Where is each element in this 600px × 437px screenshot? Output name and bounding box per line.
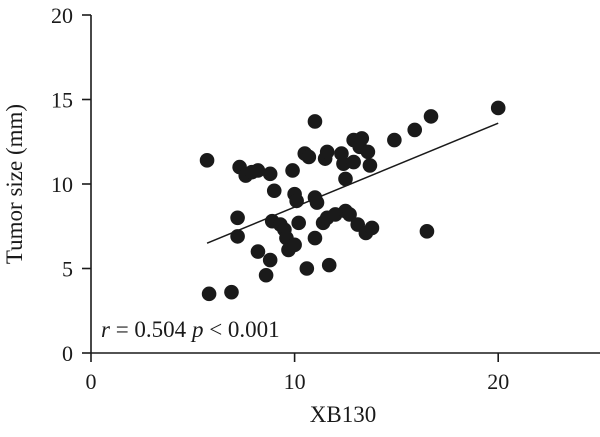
data-point bbox=[307, 230, 323, 246]
r-symbol: r bbox=[101, 317, 111, 342]
x-axis-title: XB130 bbox=[310, 402, 376, 427]
data-point bbox=[266, 183, 282, 199]
data-point bbox=[287, 237, 302, 253]
r-value: = 0.504 bbox=[110, 317, 192, 342]
data-point bbox=[342, 207, 357, 222]
trendline-group bbox=[206, 122, 499, 244]
regression-line bbox=[206, 122, 499, 244]
x-tick-label: 10 bbox=[284, 369, 306, 394]
ticks: 0 10 20 0 5 10 15 20 bbox=[51, 3, 509, 394]
p-value: < 0.001 bbox=[203, 317, 279, 342]
p-symbol: p bbox=[190, 317, 204, 342]
y-tick-label: 0 bbox=[62, 341, 73, 366]
y-tick-label: 20 bbox=[51, 3, 73, 28]
data-point bbox=[250, 163, 266, 178]
data-point bbox=[490, 100, 506, 116]
correlation-annotation: r = 0.504 p < 0.001 bbox=[101, 317, 280, 342]
data-point bbox=[199, 153, 215, 168]
x-tick-label: 20 bbox=[487, 369, 509, 394]
data-point bbox=[258, 267, 274, 283]
data-points bbox=[199, 100, 506, 302]
x-tick-label: 0 bbox=[86, 369, 97, 394]
data-point bbox=[285, 163, 300, 178]
data-point bbox=[201, 286, 217, 302]
data-point bbox=[289, 193, 304, 209]
data-point bbox=[307, 114, 323, 129]
data-point bbox=[230, 229, 245, 244]
data-point bbox=[309, 195, 325, 210]
data-point bbox=[346, 154, 361, 170]
data-point bbox=[262, 166, 278, 182]
data-point bbox=[387, 132, 402, 148]
data-point bbox=[299, 261, 315, 276]
data-point bbox=[319, 144, 335, 160]
y-tick-label: 10 bbox=[51, 172, 73, 197]
y-tick-label: 5 bbox=[62, 257, 73, 282]
data-point bbox=[301, 149, 317, 165]
data-point bbox=[407, 122, 423, 138]
data-point bbox=[364, 220, 380, 236]
data-point bbox=[291, 215, 306, 231]
data-point bbox=[250, 244, 266, 259]
data-point bbox=[419, 224, 435, 239]
data-point bbox=[423, 109, 439, 124]
data-point bbox=[262, 252, 278, 268]
data-point bbox=[321, 257, 337, 273]
y-tick-label: 15 bbox=[51, 88, 73, 113]
data-point bbox=[338, 171, 353, 187]
data-point bbox=[230, 210, 245, 226]
y-axis-title: Tumor size (mm) bbox=[2, 104, 27, 264]
data-point bbox=[354, 131, 370, 146]
data-point bbox=[362, 158, 378, 173]
data-point bbox=[224, 284, 239, 300]
data-point bbox=[360, 144, 376, 160]
